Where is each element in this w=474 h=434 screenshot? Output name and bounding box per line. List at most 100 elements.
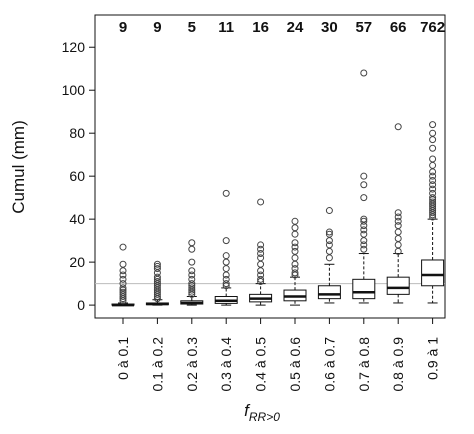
outlier bbox=[291, 224, 299, 232]
x-tick-label: 0 à 0.1 bbox=[115, 337, 131, 380]
plot-frame bbox=[94, 14, 446, 319]
outlier bbox=[222, 252, 230, 260]
outlier bbox=[325, 230, 333, 238]
outlier bbox=[394, 234, 402, 242]
outlier bbox=[429, 168, 437, 176]
outlier bbox=[360, 172, 368, 180]
y-tick-label: 60 bbox=[69, 168, 85, 184]
y-tick-label: 120 bbox=[62, 39, 86, 55]
outlier bbox=[222, 265, 230, 273]
outlier bbox=[257, 241, 265, 249]
count-label: 30 bbox=[321, 19, 338, 36]
outlier bbox=[188, 284, 196, 292]
box bbox=[386, 276, 410, 295]
count-label: 66 bbox=[390, 19, 407, 36]
outlier bbox=[291, 239, 299, 247]
outlier bbox=[153, 273, 161, 281]
outlier bbox=[429, 121, 437, 129]
outlier bbox=[222, 258, 230, 266]
outlier bbox=[119, 243, 127, 251]
outlier bbox=[188, 271, 196, 279]
box bbox=[421, 259, 445, 287]
outlier bbox=[188, 267, 196, 275]
outlier bbox=[360, 230, 368, 238]
outlier bbox=[429, 194, 437, 202]
outlier bbox=[257, 245, 265, 253]
outlier bbox=[429, 129, 437, 137]
outlier bbox=[222, 280, 230, 288]
count-label: 5 bbox=[188, 19, 196, 36]
outlier bbox=[119, 280, 127, 288]
outlier bbox=[360, 241, 368, 249]
outlier bbox=[119, 284, 127, 292]
outlier bbox=[291, 254, 299, 262]
outlier bbox=[222, 271, 230, 279]
outlier bbox=[360, 226, 368, 234]
outlier bbox=[188, 245, 196, 253]
outlier bbox=[325, 254, 333, 262]
outlier bbox=[188, 280, 196, 288]
outlier bbox=[153, 262, 161, 270]
outlier bbox=[291, 269, 299, 277]
outlier bbox=[429, 155, 437, 163]
outlier bbox=[429, 161, 437, 169]
outlier bbox=[119, 275, 127, 283]
x-tick-label: 0.4 à 0.5 bbox=[253, 337, 269, 392]
outlier bbox=[394, 213, 402, 221]
x-axis-label: fRR>0 bbox=[244, 401, 280, 424]
outlier bbox=[360, 181, 368, 189]
outlier bbox=[119, 267, 127, 275]
outlier bbox=[394, 222, 402, 230]
outlier bbox=[119, 271, 127, 279]
count-label: 9 bbox=[153, 19, 161, 36]
x-axis-label-sub: RR>0 bbox=[249, 410, 280, 424]
outlier bbox=[257, 271, 265, 279]
outlier bbox=[222, 189, 230, 197]
outlier bbox=[394, 123, 402, 131]
outlier bbox=[153, 260, 161, 268]
count-label: 11 bbox=[218, 19, 234, 36]
outlier bbox=[429, 181, 437, 189]
y-tick-label: 40 bbox=[69, 211, 85, 227]
outlier bbox=[188, 275, 196, 283]
outlier bbox=[325, 241, 333, 249]
outlier bbox=[257, 250, 265, 258]
outlier bbox=[291, 260, 299, 268]
outlier bbox=[257, 260, 265, 268]
x-tick-label: 0.8 à 0.9 bbox=[390, 337, 406, 392]
outlier bbox=[429, 172, 437, 180]
outlier bbox=[429, 189, 437, 197]
outlier bbox=[257, 275, 265, 283]
outlier bbox=[429, 185, 437, 193]
outlier bbox=[360, 245, 368, 253]
outlier bbox=[257, 198, 265, 206]
outlier bbox=[429, 198, 437, 206]
outlier bbox=[360, 237, 368, 245]
outlier bbox=[153, 265, 161, 273]
outlier bbox=[257, 267, 265, 275]
x-tick-label: 0.1 à 0.2 bbox=[149, 337, 165, 392]
outlier bbox=[257, 254, 265, 262]
outlier bbox=[291, 265, 299, 273]
outlier bbox=[188, 258, 196, 266]
outlier bbox=[291, 247, 299, 255]
x-tick-label: 0.9 à 1 bbox=[425, 337, 441, 380]
outlier bbox=[394, 209, 402, 217]
outlier bbox=[360, 215, 368, 223]
count-label: 9 bbox=[119, 19, 127, 36]
outlier bbox=[360, 194, 368, 202]
outlier bbox=[291, 230, 299, 238]
x-tick-label: 0.6 à 0.7 bbox=[321, 337, 337, 392]
outlier bbox=[325, 237, 333, 245]
x-tick-label: 0.5 à 0.6 bbox=[287, 337, 303, 392]
box bbox=[317, 285, 341, 300]
count-label: 57 bbox=[355, 19, 372, 36]
outlier bbox=[429, 136, 437, 144]
x-axis-label-main: f bbox=[244, 401, 251, 420]
outlier bbox=[119, 260, 127, 268]
count-label: 24 bbox=[287, 19, 304, 36]
x-tick-label: 0.7 à 0.8 bbox=[356, 337, 372, 392]
y-tick-label: 0 bbox=[77, 297, 85, 313]
y-tick-label: 100 bbox=[62, 82, 86, 98]
